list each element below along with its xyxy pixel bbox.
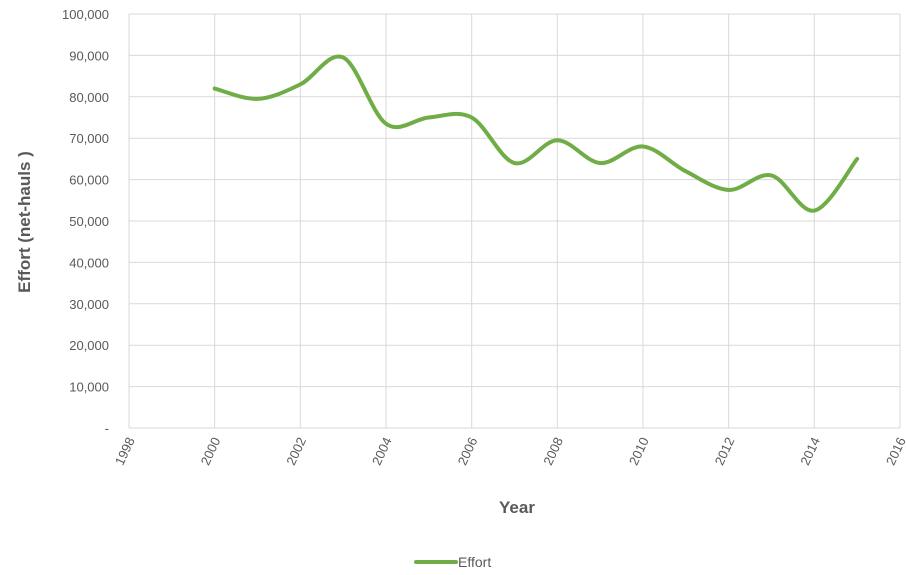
y-tick-label: 40,000 [69, 255, 109, 270]
y-tick-label: 30,000 [69, 297, 109, 312]
y-tick-label: 50,000 [69, 214, 109, 229]
y-tick-label: 80,000 [69, 90, 109, 105]
y-tick-label: 60,000 [69, 173, 109, 188]
y-tick-label: 90,000 [69, 48, 109, 63]
y-tick-label: 20,000 [69, 338, 109, 353]
series-line-effort [215, 56, 858, 210]
x-tick-label: 2008 [540, 435, 566, 468]
x-axis-tick-labels: 1998 2000 2002 2004 2006 2008 2010 2012 2014 2016 [112, 435, 906, 468]
gridlines [129, 14, 900, 428]
y-tick-label: 70,000 [69, 131, 109, 146]
legend-label: Effort [458, 554, 491, 570]
series-lines [215, 56, 858, 210]
x-tick-label: 2012 [712, 435, 738, 468]
y-tick-label: 10,000 [69, 380, 109, 395]
x-tick-label: 2000 [198, 435, 224, 468]
y-tick-label: 100,000 [62, 7, 109, 22]
x-tick-label: 2014 [797, 435, 823, 468]
x-tick-label: 2016 [883, 435, 906, 468]
x-tick-label: 1998 [112, 435, 138, 468]
y-axis-tick-labels: - 10,000 20,000 30,000 40,000 50,000 60,000 70,… [62, 7, 109, 436]
legend: Effort [416, 554, 491, 570]
x-tick-label: 2006 [455, 435, 481, 468]
x-tick-label: 2004 [369, 435, 395, 468]
x-axis-title: Year [499, 498, 535, 517]
y-axis-title: Effort (net-hauls ) [15, 151, 34, 293]
x-tick-label: 2010 [626, 435, 652, 468]
x-tick-label: 2002 [283, 435, 309, 468]
y-tick-label: - [105, 421, 109, 436]
